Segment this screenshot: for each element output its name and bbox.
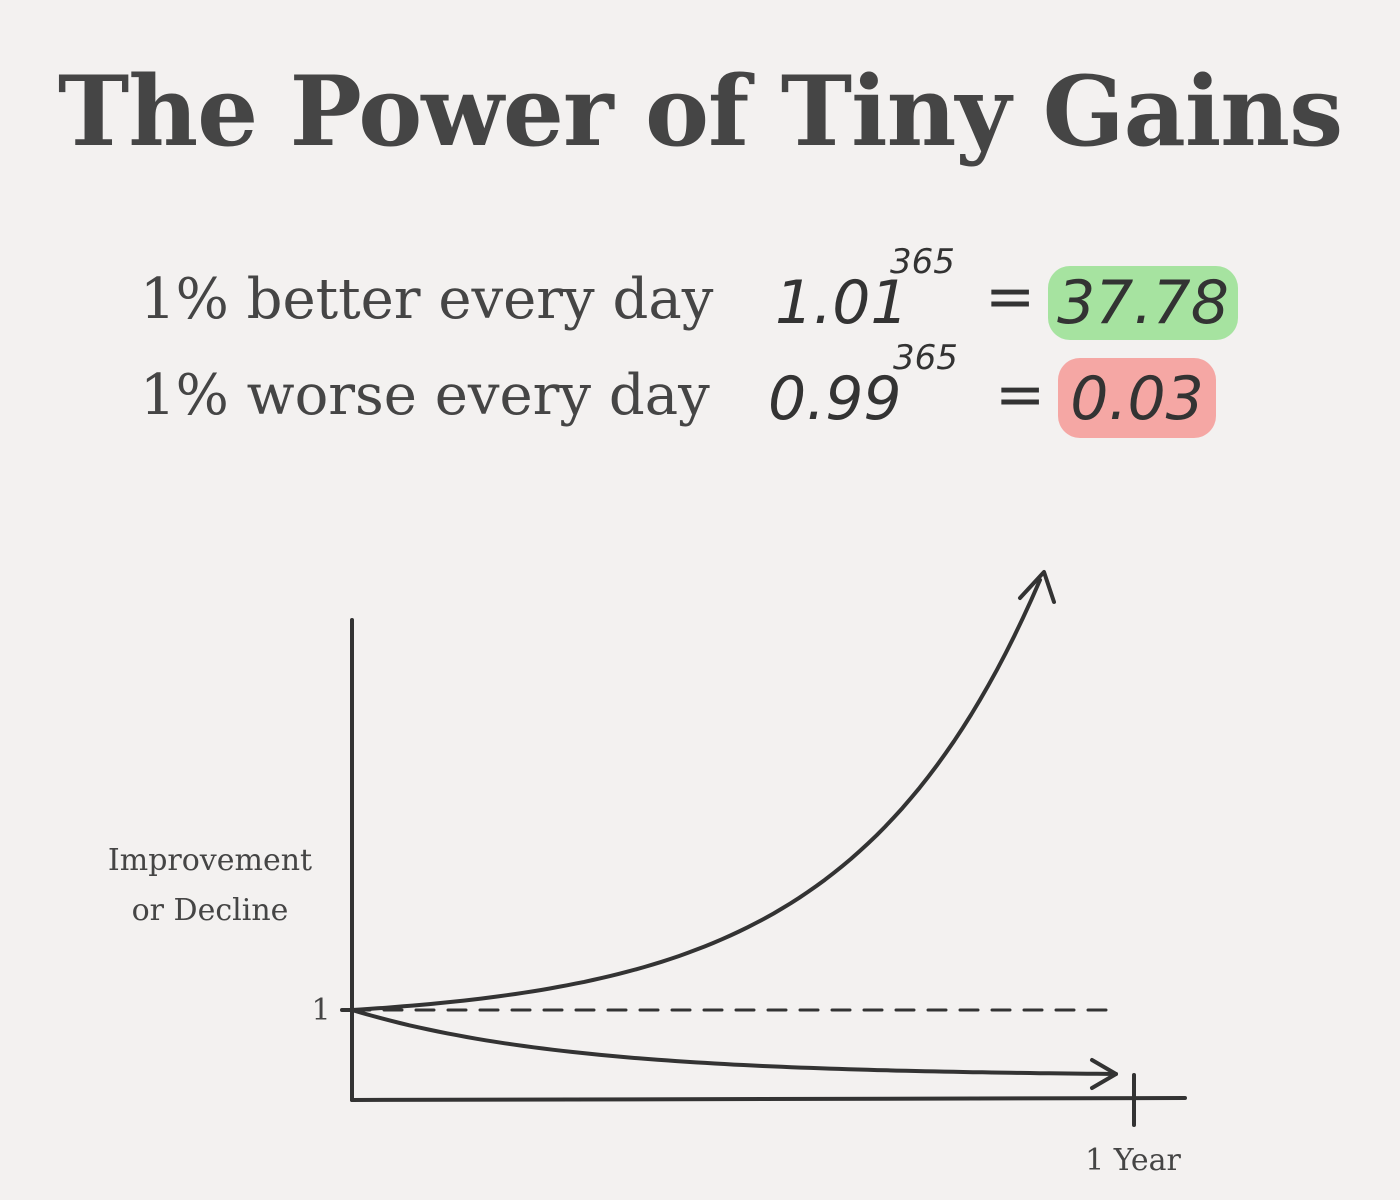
- x-axis-line: [350, 1096, 1187, 1102]
- worse-label: 1% worse every day: [140, 363, 710, 428]
- worse-equals: =: [995, 360, 1046, 430]
- worse-base: 0.99: [768, 364, 902, 434]
- worse-highlight: [1058, 358, 1216, 438]
- y-axis-label-line2: or Decline: [131, 893, 289, 928]
- y-tick-label: 1: [311, 993, 331, 1028]
- page-title: The Power of Tiny Gains: [57, 55, 1343, 168]
- chart-lines: [350, 570, 1120, 1090]
- decline-arrowhead: [1090, 1058, 1118, 1090]
- better-exponent: 365: [890, 242, 955, 282]
- better-label: 1% better every day: [140, 267, 714, 332]
- better-base: 1.01: [775, 268, 909, 338]
- chart-axes: [340, 618, 1187, 1127]
- x-axis-label: 1 Year: [1085, 1143, 1181, 1178]
- better-result: 37.78: [1057, 268, 1229, 338]
- better-highlight: [1048, 266, 1238, 340]
- improvement-curve: [350, 578, 1042, 1012]
- worse-result: 0.03: [1070, 364, 1204, 434]
- improvement-arrowhead: [1018, 570, 1056, 604]
- better-equals: =: [985, 262, 1036, 332]
- y-axis-label-line1: Improvement: [107, 843, 313, 878]
- y-axis-label: Improvement or Decline: [80, 836, 340, 936]
- decline-curve: [350, 1008, 1118, 1076]
- worse-exponent: 365: [893, 338, 958, 378]
